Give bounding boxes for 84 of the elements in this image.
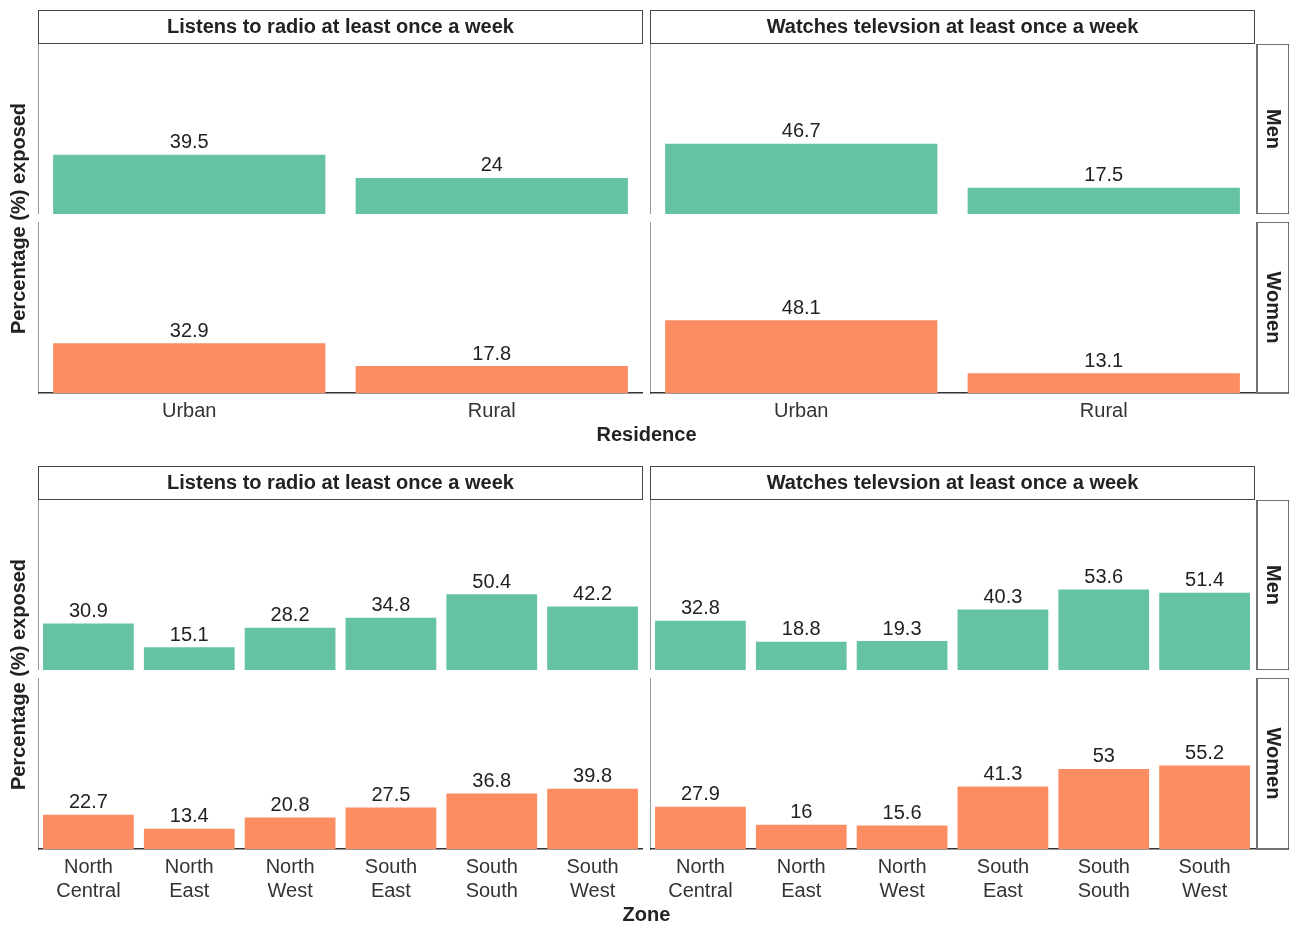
bar [43,623,134,670]
bar [1159,592,1250,670]
bar [957,786,1049,849]
bar [856,825,948,849]
bar [957,609,1049,670]
data-label: 34.8 [371,593,411,616]
bar [143,828,235,849]
bar [1159,765,1250,849]
data-label: 40.3 [983,584,1023,607]
x-tick-label: Rural [467,398,516,421]
y-axis-title: Percentage (%) exposed [6,102,30,334]
data-label: 53 [1092,744,1115,767]
x-tick-label: North Central [668,854,733,901]
bar [345,807,437,849]
data-label: 39.8 [573,764,613,787]
data-label: 48.1 [781,295,821,318]
bar [655,620,746,670]
text: Women [1263,727,1286,800]
x-tick-label: Rural [1079,398,1128,421]
data-label: 55.2 [1185,741,1225,764]
data-label: 50.4 [472,569,512,592]
data-label: 32.9 [169,318,209,341]
data-label: 30.9 [68,599,108,622]
data-label: 27.9 [680,782,720,805]
x-tick-label: Urban [162,398,217,421]
x-tick-label: North Central [56,854,121,901]
data-label: 17.5 [1084,163,1124,186]
data-label: 51.4 [1185,568,1225,591]
x-tick-label: South West [1178,854,1231,901]
x-tick-label: South East [364,854,418,901]
chart-title: Listens to radio at least once a week [38,466,643,500]
data-label: 41.3 [983,762,1023,785]
data-label: 13.1 [1084,348,1124,371]
bar [1058,768,1150,849]
data-label: 19.3 [882,616,922,639]
chart-title: Listens to radio at least once a week [38,10,643,44]
data-label: 13.4 [169,804,209,827]
data-label: 32.8 [680,596,720,619]
x-tick-label: North West [877,854,927,901]
data-label: 46.7 [781,119,821,142]
bar [446,793,538,849]
x-axis-title: Zone [621,903,672,926]
x-tick-label: Urban [774,398,829,421]
x-tick-label: South South [465,854,518,901]
bar [345,617,437,670]
data-label: 53.6 [1084,564,1124,587]
bar [655,806,746,849]
data-label: 28.2 [270,603,310,626]
bar [547,788,638,849]
x-tick-label: South East [976,854,1030,901]
x-axis-title: Residence [595,423,698,446]
y-axis-title: Percentage (%) exposed [6,558,30,790]
bar [244,627,336,670]
data-label: 22.7 [68,790,108,813]
bar [856,641,948,670]
bar [43,814,134,849]
x-tick-label: North East [776,854,826,901]
data-label: 15.1 [169,622,209,645]
text: Men [1263,565,1286,605]
data-label: 24 [480,153,503,176]
chart-title: Watches televsion at least once a week [650,466,1255,500]
bar [547,606,638,670]
x-tick-label: North East [164,854,214,901]
bar [143,647,235,670]
data-label: 17.8 [472,341,512,364]
x-tick-label: South South [1077,854,1130,901]
bar [446,594,538,670]
text: Men [1263,109,1286,149]
data-label: 27.5 [371,782,411,805]
data-label: 18.8 [781,617,821,640]
data-label: 42.2 [573,582,613,605]
bar [755,824,847,849]
data-label: 20.8 [270,793,310,816]
data-label: 16 [790,800,813,823]
x-tick-label: North West [265,854,315,901]
text: Women [1263,271,1286,344]
bar [1058,589,1150,670]
data-label: 36.8 [472,768,512,791]
data-label: 15.6 [882,800,922,823]
bar [755,641,847,670]
chart-title: Watches televsion at least once a week [650,10,1255,44]
bar [244,817,336,849]
data-label: 39.5 [169,130,209,153]
x-tick-label: South West [566,854,619,901]
